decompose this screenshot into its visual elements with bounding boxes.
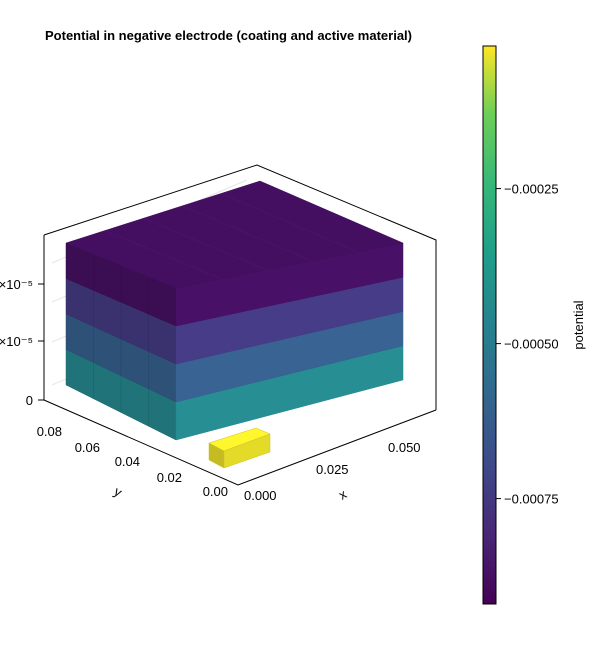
axis-frame-back — [43, 164, 437, 410]
colorbar-label: potential — [571, 300, 586, 349]
z-tick-label: ×10⁻⁵ — [0, 334, 33, 349]
block-cell-edge — [221, 192, 358, 253]
y-tick-label: 0.02 — [157, 470, 182, 485]
z-tick-label: ×10⁻⁵ — [0, 277, 33, 292]
colorbar-tick-label: −0.00075 — [504, 492, 559, 507]
colorbar-ticks: −0.00025 −0.00050 −0.00075 — [496, 182, 559, 507]
y-tick-label: 0.04 — [115, 454, 140, 469]
chart-title: Potential in negative electrode (coating… — [45, 28, 412, 43]
colorbar-tick-label: −0.00050 — [504, 337, 559, 352]
y-axis-label: y — [112, 484, 126, 500]
potential-blocks — [65, 180, 404, 469]
block-cell-edge — [143, 217, 267, 271]
x-tick-label: 0.050 — [388, 440, 421, 455]
axis-ticks: 0.00 0.02 0.04 0.06 0.08 0.000 0.025 0.050 0 ×10⁻… — [0, 277, 421, 503]
block-cell-edge — [182, 205, 313, 262]
colorbar — [482, 45, 497, 605]
axis-frame-front — [43, 235, 437, 486]
active-material-tab-right-face — [223, 433, 271, 469]
y-tick-label: 0.08 — [37, 424, 62, 439]
colorbar-tick-label: −0.00025 — [504, 182, 559, 197]
block-top-face — [65, 180, 404, 289]
y-tick-label: 0.06 — [75, 440, 100, 455]
z-tick-label: 0 — [26, 393, 33, 408]
x-axis-label: x — [336, 486, 350, 502]
y-tick-label: 0.00 — [203, 484, 228, 499]
x-tick-label: 0.000 — [244, 488, 277, 503]
axis-frame — [43, 164, 437, 486]
x-tick-label: 0.025 — [316, 462, 349, 477]
block-cell-edge — [104, 230, 222, 280]
